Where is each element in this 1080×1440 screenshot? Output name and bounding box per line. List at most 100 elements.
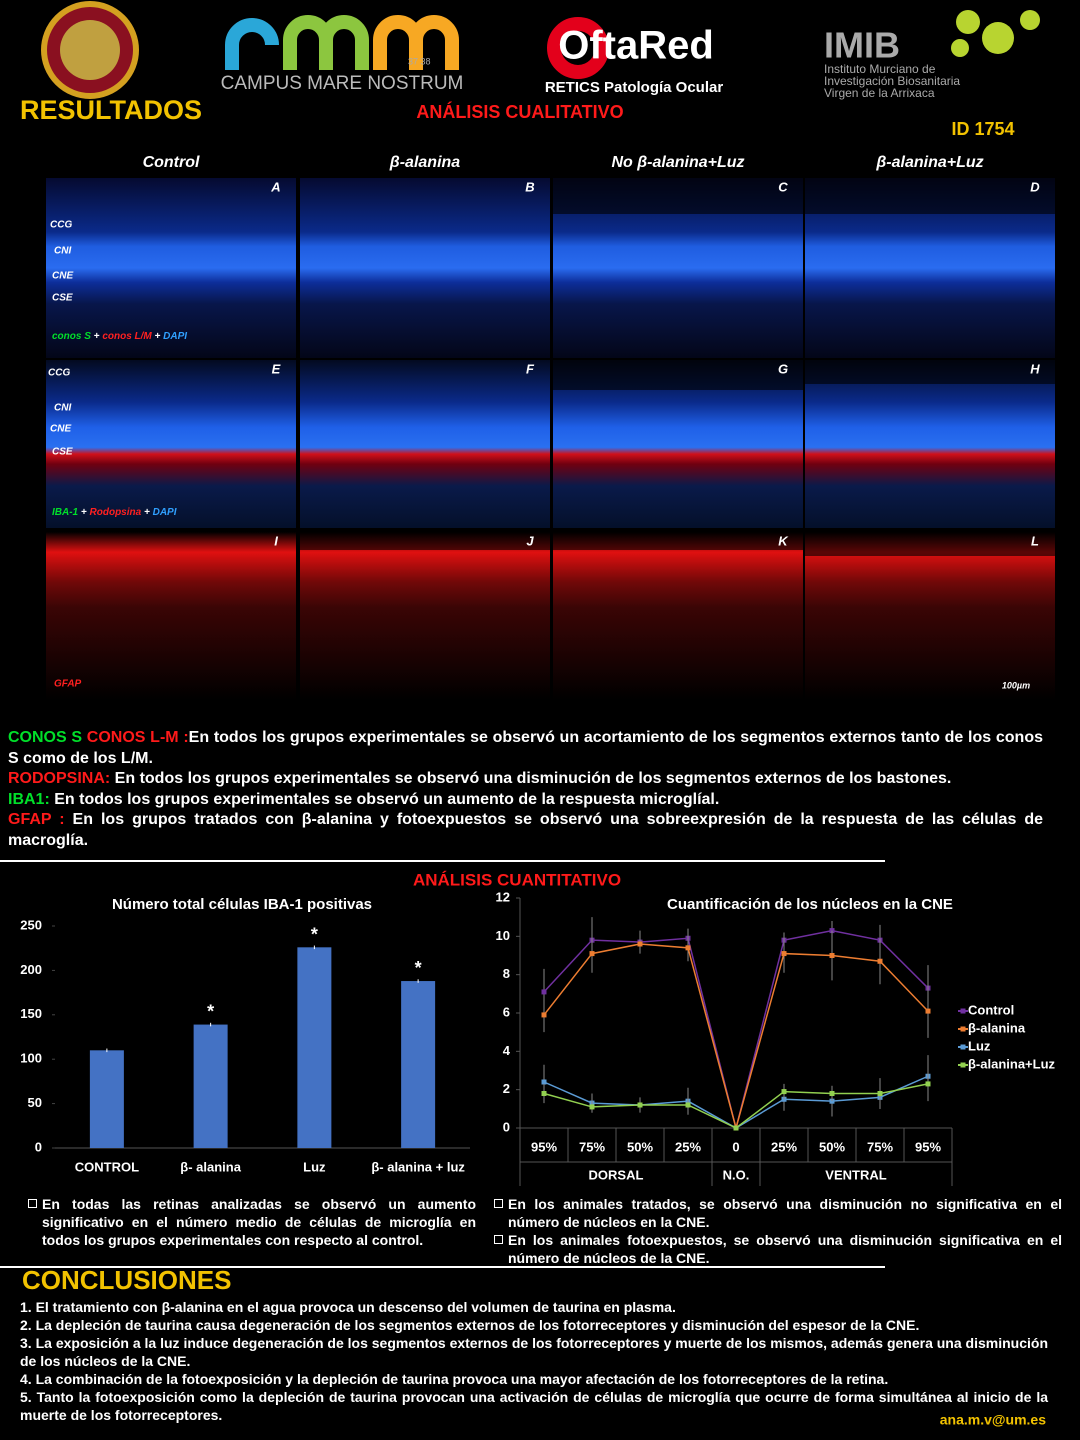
finding: RODOPSINA: En todos los grupos experimen… [8,769,1043,790]
panel-letter: A [270,179,280,194]
x-tick-label: 25% [675,1139,701,1154]
point [541,989,547,995]
panel-letter: B [525,179,534,194]
finding-label: CONOS S [8,729,83,746]
y-tick-label: 12 [496,889,510,904]
cmn-name: CAMPUS MARE NOSTRUM [221,73,464,94]
micrograph [300,178,550,358]
finding: IBA1: En todos los grupos experimentales… [8,790,1043,811]
conclusion: 3. La exposición a la luz induce degener… [20,1335,1048,1369]
micrograph [805,360,1055,528]
column-header: β-alanina+Luz [875,154,983,171]
legend-marker [960,1044,966,1050]
stain: DAPI [163,331,187,342]
layer-label: CCG [48,368,70,379]
layer-label: CNE [52,271,73,282]
stain: conos S [52,331,91,342]
y-tick-label: 10 [496,928,510,943]
point [829,1091,835,1096]
bullet: En los animales tratados, se observó una… [492,1195,1062,1231]
legend-label: β-alanina+Luz [968,1056,1056,1071]
university-seal-inner [60,20,120,80]
point [925,1008,931,1014]
series-line [543,943,929,1131]
y-tick-label: 4 [503,1043,511,1058]
micrograph [553,532,803,700]
conclusion: 4. La combinación de la fotoexposición y… [20,1371,889,1387]
chart-title: Cuantificación de los núcleos en la CNE [667,896,953,913]
point [877,958,883,964]
x-tick-label: Luz [303,1159,326,1174]
point [781,1089,787,1095]
y-tick-label: 2 [503,1081,510,1096]
x-tick-label: CONTROL [75,1159,139,1174]
point [781,951,787,957]
legend-label: Control [968,1002,1014,1017]
bullets-left: En todas las retinas analizadas se obser… [26,1195,476,1249]
bullet: En todas las retinas analizadas se obser… [26,1195,476,1249]
layer-label: CNI [54,403,71,414]
finding-label: IBA1: [8,790,50,808]
micrograph [805,532,1055,700]
series-line [543,1083,929,1129]
finding-text: En todos los grupos experimentales se ob… [110,770,952,787]
conclusion: 1. El tratamiento con β-alanina en el ag… [20,1299,676,1315]
bullet: En los animales fotoexpuestos, se observ… [492,1231,1062,1267]
finding-label: RODOPSINA: [8,770,111,787]
point [541,1079,547,1085]
layer-label: CSE [52,293,73,304]
stain: DAPI [153,507,177,518]
point [589,1104,595,1110]
legend-marker [960,1062,966,1068]
x-tick-label: β- alanina [180,1159,241,1174]
point [541,1091,547,1096]
layer-label: CNI [54,246,71,257]
micrograph-shade [805,178,1055,214]
x-tick-label: 95% [531,1139,557,1154]
oftared-ring [547,17,609,79]
conclusions: 1. El tratamiento con β-alanina en el ag… [20,1298,1048,1424]
bar [89,1050,124,1148]
point [541,1012,547,1018]
micrograph-shade [805,532,1055,556]
point [829,953,835,958]
legend-marker [960,1026,966,1032]
point [685,945,691,951]
stain-sep: + [141,507,152,518]
panel-letter: J [526,533,534,548]
group-label: DORSAL [589,1167,644,1182]
significance: * [207,1002,214,1022]
stain: Rodopsina [90,507,142,518]
x-tick-label: 25% [771,1139,797,1154]
panel-letter: L [1031,533,1039,548]
x-tick-label: β- alanina + luz [371,1159,465,1174]
cmn-logo-shape [225,18,279,70]
findings: CONOS S CONOS L-M :En todos los grupos e… [8,728,1043,851]
point [925,1081,931,1087]
group-label: VENTRAL [825,1167,886,1182]
micrograph [46,178,296,358]
subtitle: ANÁLISIS CUALITATIVO [416,101,623,122]
stain-legend: IBA-1 + Rodopsina + DAPI [52,507,177,518]
cmn-logo-shape [283,15,369,70]
y-tick-label: 6 [503,1004,510,1019]
stain-legend: GFAP [54,679,82,690]
imib-dot [1020,10,1040,30]
imib-line: Investigación Biosanitaria [824,74,960,88]
panel-letter: D [1030,179,1040,194]
x-tick-label: 0 [732,1139,739,1154]
point [685,1102,691,1108]
significance: * [311,924,318,944]
layer-label: CNE [50,424,71,435]
stain-sep: + [78,507,89,518]
panel-letter: C [778,179,788,194]
email: ana.m.v@um.es [940,1412,1046,1428]
micrograph-shade [553,178,803,214]
bar [297,947,332,1148]
point [733,1125,739,1131]
column-header: No β-alanina+Luz [611,154,744,171]
oftared-name: OftaRed [558,24,714,68]
y-tick-label: 250 [20,917,42,932]
column-header: β-alanina [389,154,460,171]
